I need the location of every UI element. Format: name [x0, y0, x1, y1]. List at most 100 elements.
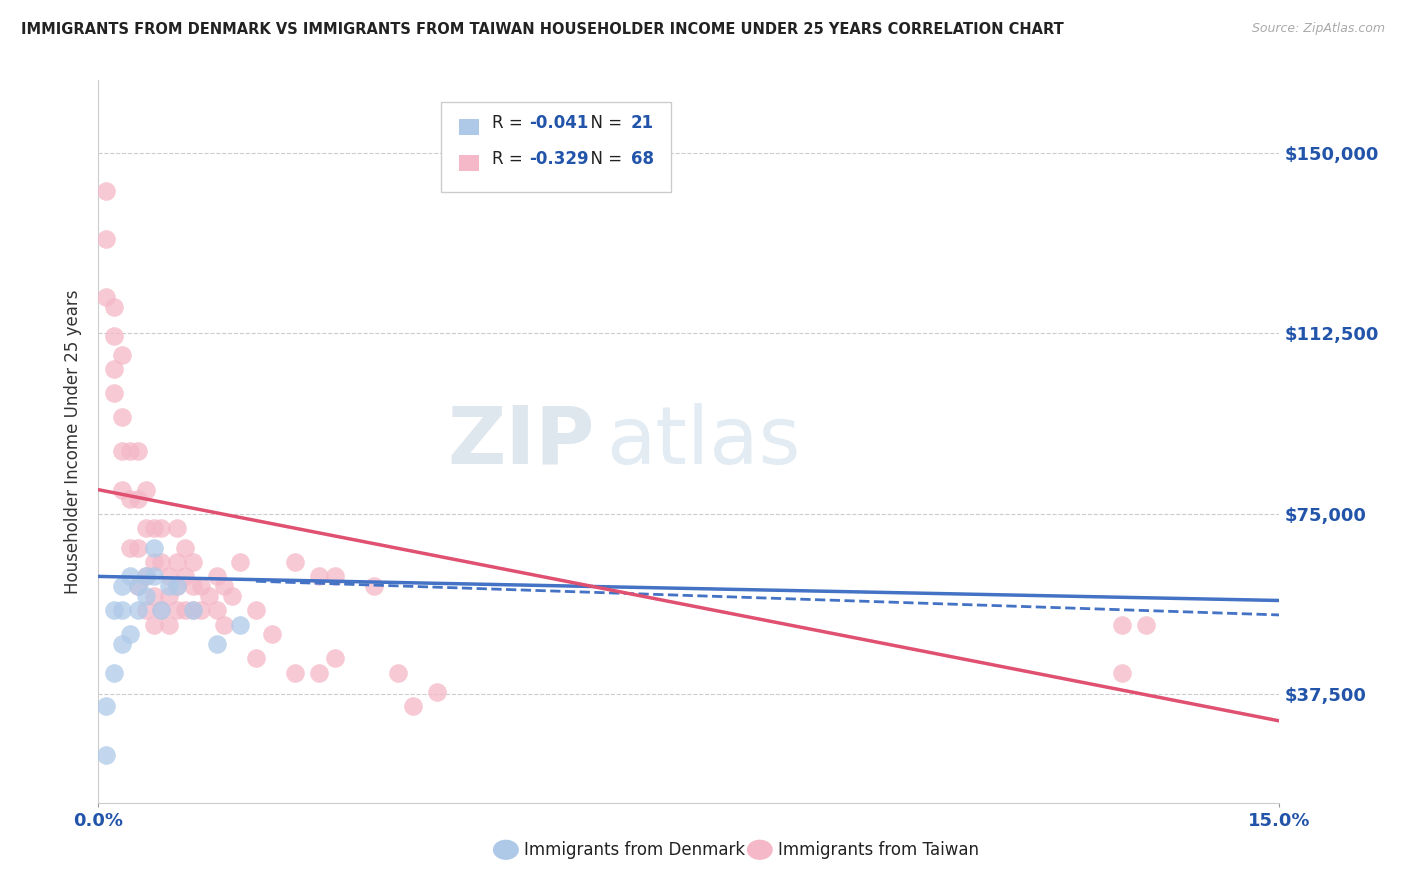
Point [103, 300, 125, 314]
Point [127, 579, 149, 593]
Point [308, 665, 330, 680]
FancyBboxPatch shape [441, 102, 671, 193]
Point [111, 637, 134, 651]
Point [1135, 617, 1157, 632]
Point [118, 627, 141, 641]
Point [103, 665, 125, 680]
Point [111, 348, 134, 362]
Point [135, 483, 157, 497]
Point [157, 617, 180, 632]
Point [181, 555, 204, 569]
Text: IMMIGRANTS FROM DENMARK VS IMMIGRANTS FROM TAIWAN HOUSEHOLDER INCOME UNDER 25 YE: IMMIGRANTS FROM DENMARK VS IMMIGRANTS FR… [21, 22, 1064, 37]
Point [103, 603, 125, 617]
Point [103, 386, 125, 401]
Point [135, 603, 157, 617]
Text: -0.329: -0.329 [530, 150, 589, 168]
Point [363, 579, 385, 593]
Point [221, 589, 243, 603]
Point [323, 569, 346, 583]
Text: -0.041: -0.041 [530, 114, 589, 132]
Text: N =: N = [581, 150, 627, 168]
Point [426, 685, 449, 699]
Point [96, 699, 118, 714]
Point [111, 483, 134, 497]
Point [118, 492, 141, 507]
Point [150, 603, 173, 617]
Point [190, 603, 212, 617]
Point [166, 579, 188, 593]
Point [181, 603, 204, 617]
Point [142, 589, 165, 603]
Point [157, 589, 180, 603]
Point [127, 603, 149, 617]
Point [135, 569, 157, 583]
Point [127, 579, 149, 593]
Point [197, 589, 219, 603]
Text: ZIP: ZIP [447, 402, 595, 481]
Text: R =: R = [492, 150, 527, 168]
Point [118, 444, 141, 458]
Point [135, 589, 157, 603]
Point [150, 603, 173, 617]
Point [260, 627, 283, 641]
Point [1111, 617, 1133, 632]
Point [96, 184, 118, 198]
Point [142, 541, 165, 555]
Point [127, 444, 149, 458]
Text: Immigrants from Denmark: Immigrants from Denmark [523, 841, 745, 859]
Point [214, 579, 236, 593]
Point [157, 569, 180, 583]
Point [181, 579, 204, 593]
Point [111, 579, 134, 593]
Point [181, 603, 204, 617]
Point [103, 328, 125, 343]
Point [96, 747, 118, 762]
Point [308, 569, 330, 583]
Y-axis label: Householder Income Under 25 years: Householder Income Under 25 years [65, 289, 83, 594]
Point [174, 603, 197, 617]
Text: 21: 21 [631, 114, 654, 132]
Point [245, 651, 267, 665]
Point [323, 651, 346, 665]
Point [166, 603, 188, 617]
Point [111, 603, 134, 617]
Point [166, 521, 188, 535]
Point [284, 665, 307, 680]
Point [166, 555, 188, 569]
Point [205, 637, 228, 651]
Point [127, 492, 149, 507]
Point [205, 603, 228, 617]
Ellipse shape [747, 839, 773, 860]
Point [150, 521, 173, 535]
Point [127, 541, 149, 555]
Point [142, 521, 165, 535]
Point [245, 603, 267, 617]
Point [229, 555, 252, 569]
Point [118, 569, 141, 583]
Point [142, 569, 165, 583]
Point [1229, 810, 1251, 824]
Point [118, 541, 141, 555]
Point [205, 569, 228, 583]
Point [103, 362, 125, 376]
Point [387, 665, 409, 680]
Point [135, 521, 157, 535]
Point [1111, 665, 1133, 680]
Text: Source: ZipAtlas.com: Source: ZipAtlas.com [1251, 22, 1385, 36]
FancyBboxPatch shape [458, 155, 479, 171]
Point [96, 232, 118, 246]
Point [166, 579, 188, 593]
Point [229, 617, 252, 632]
Text: 68: 68 [631, 150, 654, 168]
Point [150, 555, 173, 569]
Text: Immigrants from Taiwan: Immigrants from Taiwan [778, 841, 979, 859]
Point [96, 290, 118, 304]
Text: R =: R = [492, 114, 527, 132]
Point [111, 444, 134, 458]
Text: atlas: atlas [606, 402, 800, 481]
Point [157, 579, 180, 593]
FancyBboxPatch shape [458, 120, 479, 136]
Point [190, 579, 212, 593]
Point [135, 569, 157, 583]
Point [142, 555, 165, 569]
